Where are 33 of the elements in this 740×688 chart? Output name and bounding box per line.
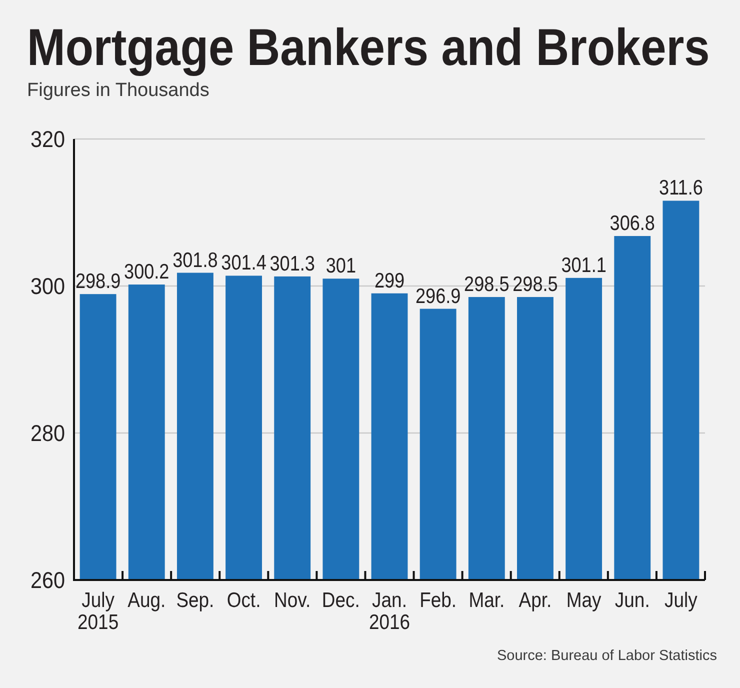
y-tick-label: 300 <box>30 272 65 300</box>
x-tick-label: July 2015 <box>78 588 119 634</box>
y-tick-label: 260 <box>30 566 65 594</box>
x-tick-label: Feb. <box>420 588 457 612</box>
x-tick-label: Dec. <box>322 588 360 612</box>
data-label: 300.2 <box>124 260 170 284</box>
x-tick-label: July <box>664 588 698 612</box>
x-tick-label: Jun. <box>614 588 650 612</box>
chart-title: Mortgage Bankers and Brokers <box>27 19 710 77</box>
chart-subtitle: Figures in Thousands <box>27 80 210 101</box>
x-tick-label: Mar. <box>468 588 505 612</box>
data-label: 301.4 <box>221 251 266 276</box>
x-tick-label: Nov. <box>274 588 311 612</box>
data-label: 301.1 <box>561 254 606 278</box>
data-label: 299 <box>374 269 405 293</box>
x-tick-label: Apr. <box>518 588 552 612</box>
data-label: 301.3 <box>270 252 316 276</box>
data-label: 298.9 <box>75 270 121 294</box>
x-tick-label: Sep. <box>176 588 214 612</box>
x-tick-label: May <box>566 588 602 612</box>
y-tick-label: 320 <box>30 126 65 152</box>
source-note: Source: Bureau of Labor Statistics <box>496 648 717 664</box>
y-tick-label: 280 <box>30 420 65 446</box>
data-label: 301.8 <box>172 248 218 272</box>
x-tick-label: Aug. <box>128 588 166 612</box>
data-label: 298.5 <box>512 272 558 296</box>
x-tick-label: Oct. <box>226 588 261 612</box>
data-label: 311.6 <box>659 176 703 200</box>
data-label: 306.8 <box>610 212 656 236</box>
data-label: 296.9 <box>415 284 461 308</box>
data-label: 298.5 <box>464 272 510 296</box>
x-tick-label: Jan. 2016 <box>368 588 410 634</box>
data-label: 301 <box>326 254 356 278</box>
